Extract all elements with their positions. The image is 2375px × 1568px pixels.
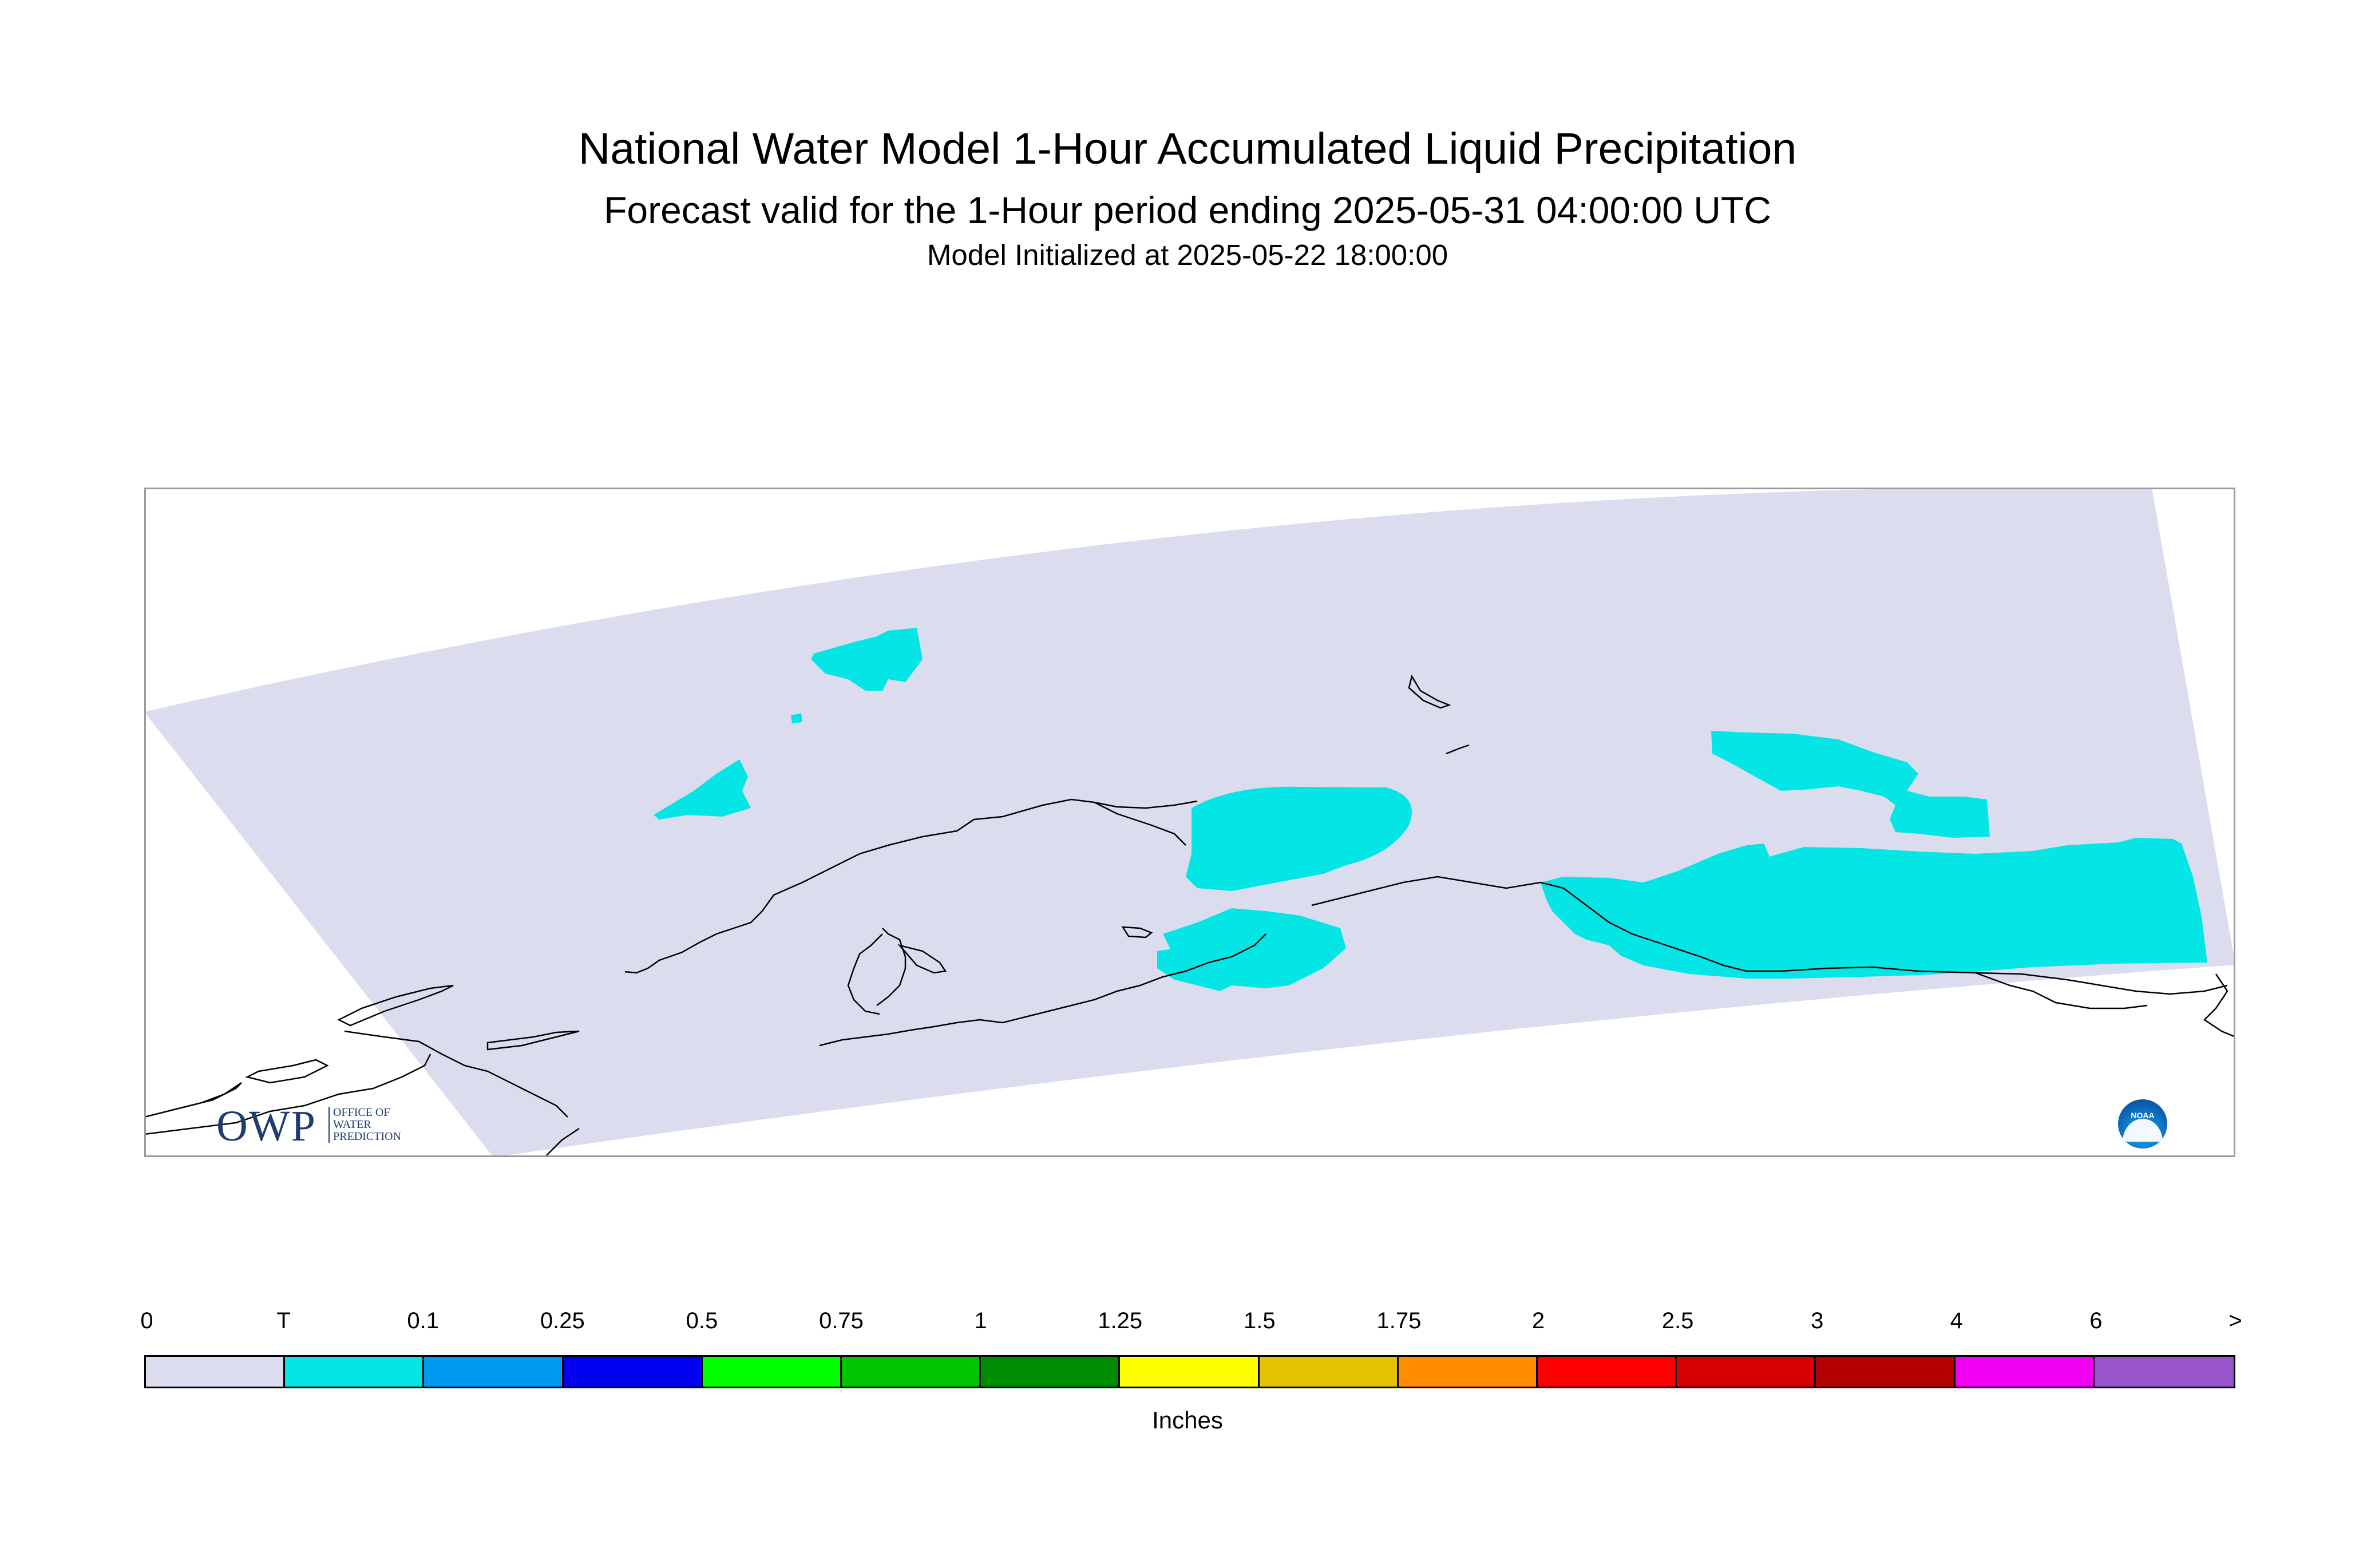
coastline-sw-bay [344,1030,568,1118]
map-frame [144,488,2235,1157]
coastline-nunivak [1121,926,1153,939]
legend-label: 0.5 [686,1308,718,1333]
legend-swatch [563,1357,703,1387]
precip-area-north [811,628,923,691]
legend-swatch [146,1357,286,1387]
legend-swatch [2094,1357,2234,1387]
owp-logo-mark: OWP [216,1102,316,1150]
coastline-east [1311,876,2228,995]
coastline-gulf-left [245,1059,329,1084]
precip-area-ne [1711,731,1990,838]
legend-label: 3 [1811,1308,1824,1333]
precip-area-speck [791,713,802,723]
coastline-se-shore [1975,972,2148,1009]
legend-swatch [1398,1357,1538,1387]
coastline-kenai [1002,933,1266,1024]
legend-label: > [2228,1308,2242,1333]
legend-swatch [981,1357,1121,1387]
coastline-west-peninsula [337,984,454,1027]
legend-swatch [1259,1357,1399,1387]
legend-swatch [1120,1357,1260,1387]
legend-label: 0.75 [819,1308,864,1333]
coastline-seward-tip [1446,744,1470,755]
legend-label: 0.1 [407,1308,439,1333]
legend-label: 1 [974,1308,987,1333]
legend-label: T [276,1308,291,1333]
owp-logo-text: OFFICE OF WATER PREDICTION [328,1107,436,1143]
coastline-mainland [624,798,1198,974]
precipitation-map [144,488,2235,1157]
noaa-logo-icon: NOAA [2118,1099,2167,1149]
legend-swatch [1816,1357,1956,1387]
coastline-island-st-lawrence [1408,674,1451,709]
legend-swatch [424,1357,564,1387]
precip-area-west [654,759,751,819]
legend-label: 0.25 [540,1308,585,1333]
precip-area-central-north [1186,786,1412,891]
legend-label: 6 [2089,1308,2103,1333]
model-domain [144,488,2235,1157]
coastline-left-bottom [544,1127,580,1157]
legend-label: 1.75 [1376,1308,1422,1333]
precip-area-east [1541,838,2207,979]
coastline-panhandle [2203,973,2235,1038]
precip-areas [654,628,2207,991]
coastline-south [876,928,907,1006]
coastline-peninsula [847,933,883,1015]
legend-swatch [702,1357,842,1387]
coastline-inlet [1094,801,1186,846]
model-init-time: Model Initialized at 2025-05-22 18:00:00 [927,239,1448,271]
precip-area-central-tip [1157,945,1243,991]
coastline-chukotka [144,1082,242,1118]
legend-label: 1.25 [1098,1308,1143,1333]
coastline-bristol [897,944,947,974]
legend-colorbar [144,1355,2235,1388]
legend-label: 2 [1531,1308,1545,1333]
coastline-west-island [486,1030,580,1051]
legend-label: 2.5 [1661,1308,1694,1333]
legend-swatch [285,1357,425,1387]
legend-label: 1.5 [1243,1308,1276,1333]
legend-swatch [842,1357,981,1387]
legend-label: 4 [1950,1308,1963,1333]
coastline-west-mainland [144,1054,432,1135]
noaa-logo-text: NOAA [2131,1111,2155,1120]
legend-swatch [1955,1357,2095,1387]
legend-swatch [1538,1357,1677,1387]
legend-label: 0 [140,1308,153,1333]
legend-units: Inches [1152,1407,1223,1434]
coastlines [144,674,2235,1157]
legend-swatch [1677,1357,1816,1387]
coastline-alaska-peninsula [819,1019,1003,1047]
map-subtitle: Forecast valid for the 1-Hour period end… [604,189,1771,231]
map-title: National Water Model 1-Hour Accumulated … [578,124,1797,173]
color-legend: 0 T 0.1 0.25 0.5 0.75 1 1.25 1.5 1.75 2 2.5 3 4 6 > [140,1308,2242,1389]
